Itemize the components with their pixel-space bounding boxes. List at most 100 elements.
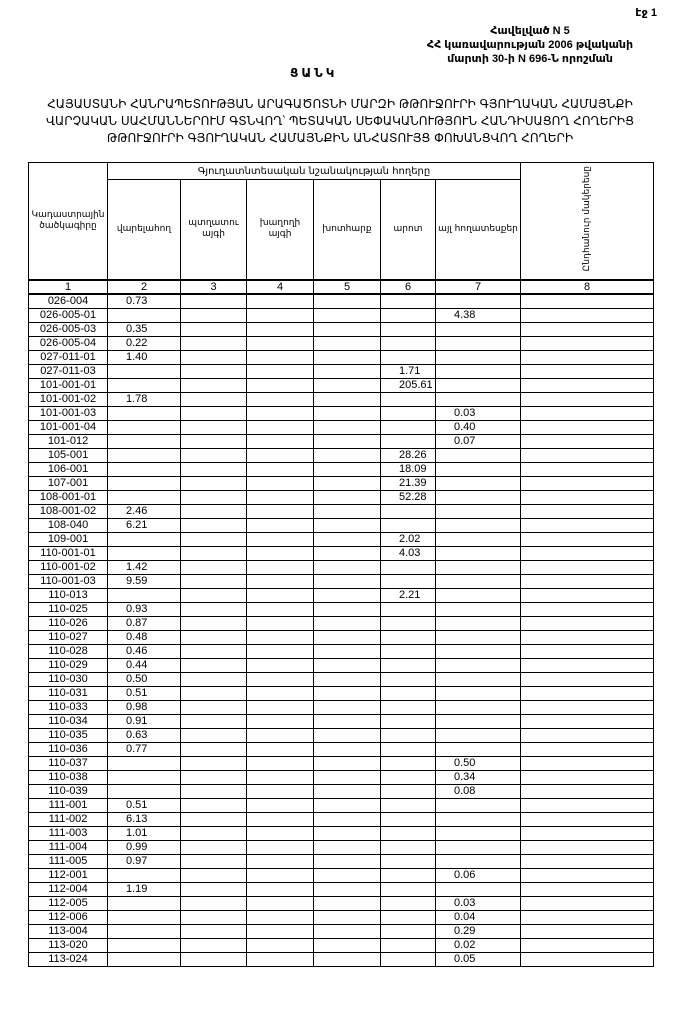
cell-vineyard xyxy=(246,727,314,743)
cell-arable xyxy=(107,419,181,435)
cell-orchard xyxy=(180,937,247,953)
cell-hayfield xyxy=(313,363,381,379)
cell-arable xyxy=(107,895,181,911)
cell-cadastral-code: 111-004 xyxy=(28,839,108,855)
cell-total-area xyxy=(520,377,655,393)
table-row: 111-005 0.97 xyxy=(28,853,655,869)
table-row: 110-031 0.51 xyxy=(28,685,655,701)
cell-hayfield xyxy=(313,489,381,505)
table-row: 110-036 0.77 xyxy=(28,741,655,757)
cell-orchard xyxy=(180,545,247,561)
cell-hayfield xyxy=(313,951,381,967)
cell-pasture xyxy=(380,671,436,687)
cell-total-area xyxy=(520,321,655,337)
cell-vineyard xyxy=(246,601,314,617)
cell-hayfield xyxy=(313,643,381,659)
cell-cadastral-code: 110-013 xyxy=(28,587,108,603)
cell-arable: 1.40 xyxy=(107,349,181,365)
cell-cadastral-code: 113-024 xyxy=(28,951,108,967)
cell-pasture xyxy=(380,643,436,659)
cell-total-area xyxy=(520,867,655,883)
cell-vineyard xyxy=(246,573,314,589)
cell-pasture xyxy=(380,433,436,449)
cell-pasture xyxy=(380,895,436,911)
cell-vineyard xyxy=(246,895,314,911)
cell-hayfield xyxy=(313,755,381,771)
cell-cadastral-code: 108-001-02 xyxy=(28,503,108,519)
column-number: 6 xyxy=(380,278,436,295)
cell-orchard xyxy=(180,671,247,687)
cell-other-lands: 0.04 xyxy=(434,909,522,925)
cell-hayfield xyxy=(313,811,381,827)
cell-other-lands xyxy=(434,293,522,309)
cell-other-lands xyxy=(434,559,522,575)
table-row: 112-005 0.03 xyxy=(28,895,655,911)
cell-pasture xyxy=(380,657,436,673)
cell-pasture xyxy=(380,573,436,589)
cell-arable: 0.48 xyxy=(107,629,181,645)
annex-line-3: մարտի 30-ի N 696-Ն որոշման xyxy=(447,53,613,65)
cell-vineyard xyxy=(246,811,314,827)
cell-orchard xyxy=(180,825,247,841)
cell-cadastral-code: 110-033 xyxy=(28,699,108,715)
cell-cadastral-code: 110-036 xyxy=(28,741,108,757)
cell-vineyard xyxy=(246,461,314,477)
table-row: 110-033 0.98 xyxy=(28,699,655,715)
cell-cadastral-code: 101-001-01 xyxy=(28,377,108,393)
cell-arable: 0.35 xyxy=(107,321,181,337)
cell-orchard xyxy=(180,853,247,869)
cell-pasture xyxy=(380,797,436,813)
cell-hayfield xyxy=(313,531,381,547)
cell-hayfield xyxy=(313,321,381,337)
cell-cadastral-code: 026-005-01 xyxy=(28,307,108,323)
cell-vineyard xyxy=(246,503,314,519)
cell-orchard xyxy=(180,475,247,491)
cell-vineyard xyxy=(246,853,314,869)
cell-pasture xyxy=(380,727,436,743)
cell-hayfield xyxy=(313,783,381,799)
cell-other-lands xyxy=(434,615,522,631)
cell-cadastral-code: 112-004 xyxy=(28,881,108,897)
header-total-area: Ընդհանուր մակերեսը xyxy=(520,162,655,280)
cell-hayfield xyxy=(313,559,381,575)
cell-other-lands xyxy=(434,685,522,701)
cell-orchard xyxy=(180,559,247,575)
cell-vineyard xyxy=(246,923,314,939)
table-row: 111-004 0.99 xyxy=(28,839,655,855)
cell-total-area xyxy=(520,685,655,701)
cell-total-area xyxy=(520,461,655,477)
cell-pasture xyxy=(380,503,436,519)
cell-arable xyxy=(107,377,181,393)
cell-orchard xyxy=(180,377,247,393)
cell-total-area xyxy=(520,909,655,925)
cell-orchard xyxy=(180,629,247,645)
cell-orchard xyxy=(180,601,247,617)
cell-total-area xyxy=(520,447,655,463)
cell-other-lands xyxy=(434,713,522,729)
cell-vineyard xyxy=(246,531,314,547)
cell-arable: 1.78 xyxy=(107,391,181,407)
cell-pasture xyxy=(380,615,436,631)
cell-orchard xyxy=(180,405,247,421)
table-row: 110-001-02 1.42 xyxy=(28,559,655,575)
cell-orchard xyxy=(180,503,247,519)
cell-vineyard xyxy=(246,447,314,463)
cell-other-lands xyxy=(434,587,522,603)
cell-orchard xyxy=(180,307,247,323)
document-title-line-3: ԹԹՈՒՋՈՒՐԻ ԳՅՈՒՂԱԿԱՆ ՀԱՄԱՅՆՔԻՆ ԱՆՀԱՏՈՒՅՑ … xyxy=(106,131,574,145)
cell-cadastral-code: 110-027 xyxy=(28,629,108,645)
cell-other-lands xyxy=(434,573,522,589)
cell-orchard xyxy=(180,867,247,883)
table-row: 111-002 6.13 xyxy=(28,811,655,827)
cell-orchard xyxy=(180,727,247,743)
cell-total-area xyxy=(520,587,655,603)
cell-orchard xyxy=(180,769,247,785)
cell-hayfield xyxy=(313,671,381,687)
table-row: 109-001 2.02 xyxy=(28,531,655,547)
cell-cadastral-code: 111-003 xyxy=(28,825,108,841)
cell-total-area xyxy=(520,545,655,561)
cell-vineyard xyxy=(246,363,314,379)
cell-total-area xyxy=(520,797,655,813)
cell-total-area xyxy=(520,531,655,547)
land-parcels-table: Կադաստրային ծածկագիրը Գյուղատնտեսական նշ… xyxy=(28,162,655,967)
